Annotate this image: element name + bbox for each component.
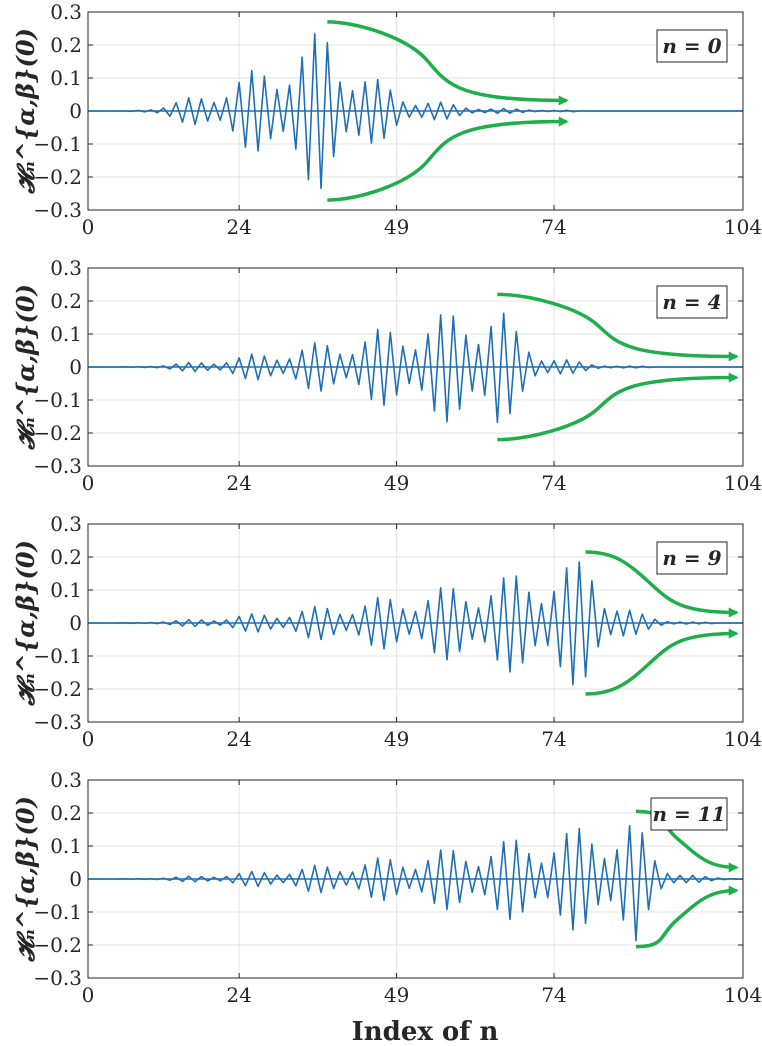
legend-label: n = 9 (662, 546, 721, 570)
x-tick-label: 104 (724, 727, 762, 751)
x-tick-label: 49 (384, 215, 409, 239)
axes-box (87, 779, 744, 979)
panel-3: 0 24 49 74 104 0.3 0.2 0.1 0 −0.1 −0.2 −0.3 𝓗ₙ^{α,β}… (11, 768, 762, 1007)
y-axis-label: 𝓗ₙ^{α,β}(0) (11, 796, 40, 963)
x-tick-label: 104 (724, 983, 762, 1007)
envelope-arrow-lower (497, 372, 739, 442)
y-tick-label: 0.3 (50, 0, 82, 24)
y-tick-label: −0.3 (33, 710, 82, 734)
legend-box (656, 29, 728, 63)
x-tick-label: 49 (384, 471, 409, 495)
x-tick-label: 74 (541, 983, 566, 1007)
legend-label: n = 0 (662, 34, 721, 58)
y-tick-label: −0.3 (33, 454, 82, 478)
y-tick-label: −0.1 (33, 132, 82, 156)
y-tick-label: −0.2 (33, 933, 82, 957)
series-line (88, 824, 744, 942)
legend-label: n = 11 (652, 802, 725, 826)
series-line (88, 561, 743, 686)
legend-label: n = 4 (662, 290, 721, 314)
x-tick-label: 0 (82, 215, 95, 239)
y-tick-label: −0.3 (33, 198, 82, 222)
x-tick-label: 104 (724, 215, 762, 239)
y-tick-label: −0.1 (33, 388, 82, 412)
y-tick-label: 0.1 (50, 578, 82, 602)
y-tick-label: 0 (69, 867, 82, 891)
panels: 0 24 49 74 104 0.3 0.2 0.1 0 −0.1 −0.2 −0.3 𝓗ₙ^{α,β}… (11, 0, 762, 1007)
envelope-arrow-lower (327, 116, 569, 202)
axes-box (87, 11, 744, 211)
x-tick-label: 24 (226, 471, 251, 495)
y-tick-label: −0.2 (33, 421, 82, 445)
y-axis-label: 𝓗ₙ^{α,β}(0) (11, 540, 40, 707)
y-axis-label: 𝓗ₙ^{α,β}(0) (11, 284, 40, 451)
y-tick-label: 0.2 (50, 545, 82, 569)
envelope-arrow-upper (327, 20, 569, 106)
x-tick-label: 24 (226, 727, 251, 751)
legend-box (656, 285, 728, 319)
x-tick-label: 0 (82, 471, 95, 495)
legend-box (656, 541, 728, 575)
panel-2: 0 24 49 74 104 0.3 0.2 0.1 0 −0.1 −0.2 −0.3 𝓗ₙ^{α,β}… (11, 512, 762, 751)
panel-0: 0 24 49 74 104 0.3 0.2 0.1 0 −0.1 −0.2 −0.3 𝓗ₙ^{α,β}… (11, 0, 762, 239)
x-axis-label: Index of n (352, 1017, 499, 1046)
y-tick-label: 0 (69, 99, 82, 123)
axes-box (87, 267, 744, 467)
y-tick-label: −0.2 (33, 677, 82, 701)
x-tick-label: 0 (82, 983, 95, 1007)
y-tick-label: 0.1 (50, 834, 82, 858)
envelope-arrow-lower (635, 885, 739, 949)
legend-box (650, 797, 728, 831)
y-tick-label: 0 (69, 611, 82, 635)
axes-box (87, 523, 744, 723)
y-tick-label: −0.3 (33, 966, 82, 990)
envelope-arrow-upper (497, 292, 739, 362)
series-line (88, 312, 743, 423)
y-tick-label: 0.2 (50, 801, 82, 825)
x-tick-label: 24 (226, 983, 251, 1007)
series-line (88, 32, 743, 190)
x-axis-label-text: Index of n (352, 1017, 499, 1046)
x-tick-label: 104 (724, 471, 762, 495)
y-tick-label: −0.1 (33, 644, 82, 668)
y-tick-label: 0.3 (50, 768, 82, 792)
y-tick-label: 0.1 (50, 322, 82, 346)
y-tick-label: 0.3 (50, 512, 82, 536)
y-tick-label: 0.1 (50, 66, 82, 90)
x-tick-label: 49 (384, 983, 409, 1007)
x-tick-label: 24 (226, 215, 251, 239)
x-tick-label: 0 (82, 727, 95, 751)
y-axis-label: 𝓗ₙ^{α,β}(0) (11, 28, 40, 195)
y-tick-label: 0 (69, 355, 82, 379)
y-tick-label: 0.3 (50, 256, 82, 280)
x-tick-label: 74 (541, 471, 566, 495)
y-tick-label: 0.2 (50, 33, 82, 57)
x-tick-label: 74 (541, 215, 566, 239)
envelope-arrow-lower (585, 628, 739, 696)
x-tick-label: 49 (384, 727, 409, 751)
panel-1: 0 24 49 74 104 0.3 0.2 0.1 0 −0.1 −0.2 −0.3 𝓗ₙ^{α,β}… (11, 256, 762, 495)
y-tick-label: 0.2 (50, 289, 82, 313)
y-tick-label: −0.1 (33, 900, 82, 924)
envelope-arrow-upper (585, 550, 739, 618)
x-tick-label: 74 (541, 727, 566, 751)
y-tick-label: −0.2 (33, 165, 82, 189)
